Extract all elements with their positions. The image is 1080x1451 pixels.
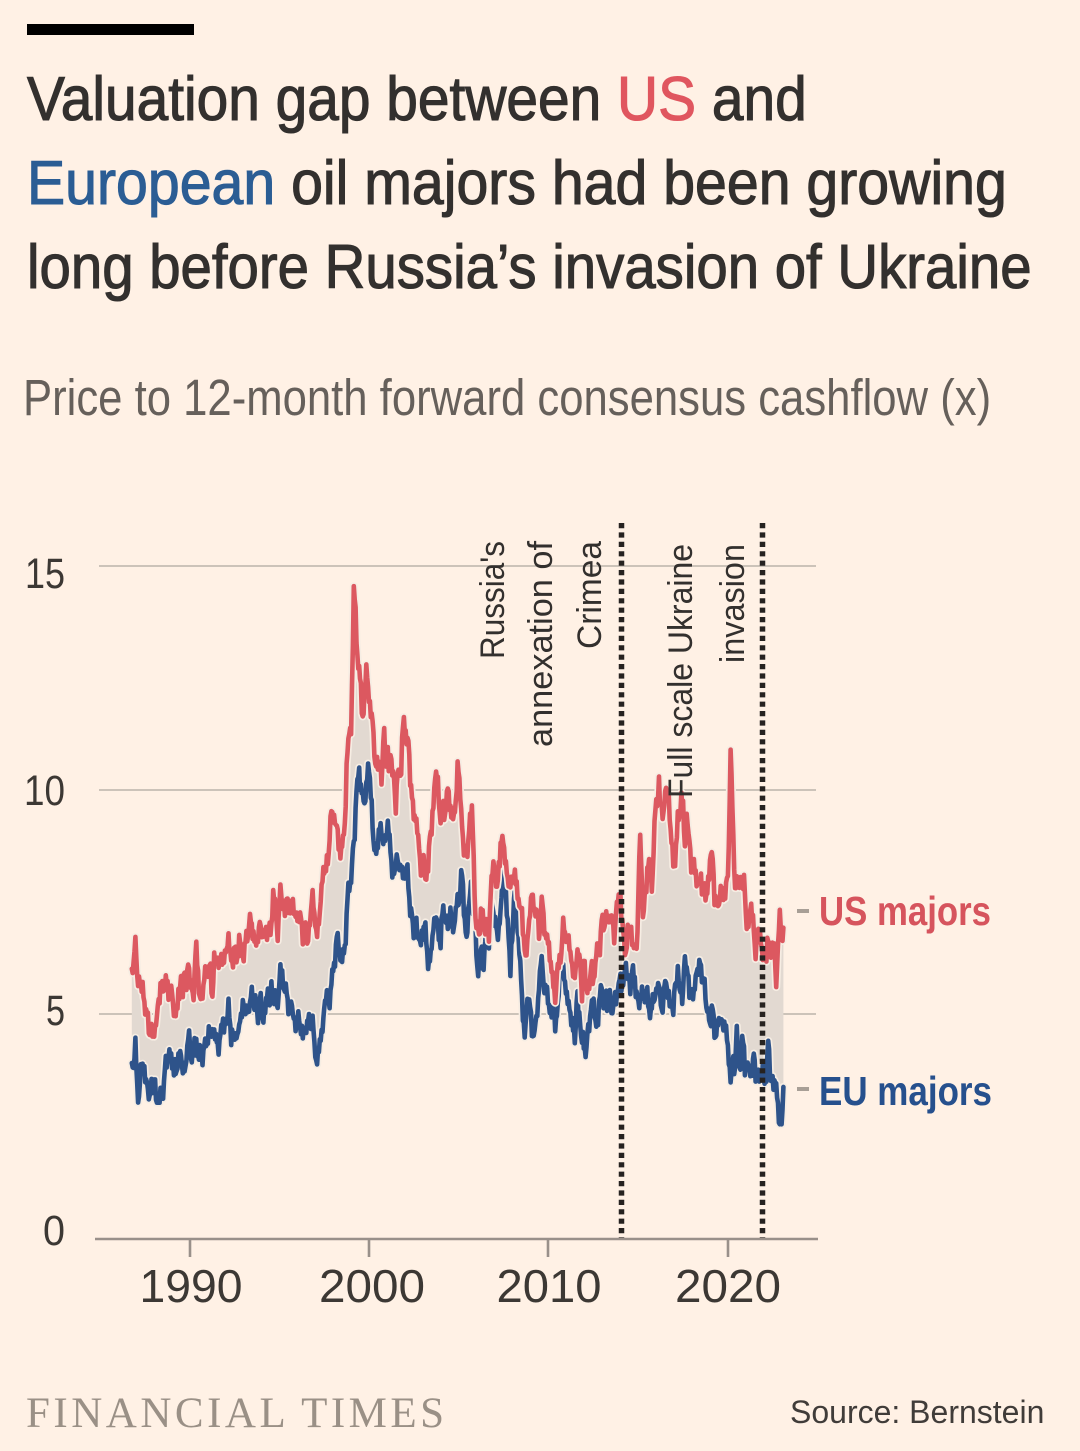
svg-text:Full scale Ukraine: Full scale Ukraine — [662, 544, 700, 798]
svg-text:10: 10 — [24, 767, 65, 815]
svg-text:1990: 1990 — [140, 1260, 243, 1312]
svg-text:invasion: invasion — [714, 544, 752, 663]
svg-text:Russia's: Russia's — [474, 541, 512, 659]
svg-text:annexation of: annexation of — [522, 540, 560, 747]
svg-text:15: 15 — [25, 550, 65, 598]
svg-text:Crimea: Crimea — [571, 541, 609, 649]
svg-text:2010: 2010 — [497, 1260, 602, 1312]
svg-text:US majors: US majors — [819, 888, 991, 934]
svg-text:0: 0 — [43, 1207, 65, 1255]
svg-text:EU majors: EU majors — [819, 1068, 992, 1114]
svg-text:2000: 2000 — [319, 1260, 425, 1312]
svg-text:5: 5 — [46, 987, 65, 1035]
svg-text:2020: 2020 — [675, 1260, 781, 1312]
